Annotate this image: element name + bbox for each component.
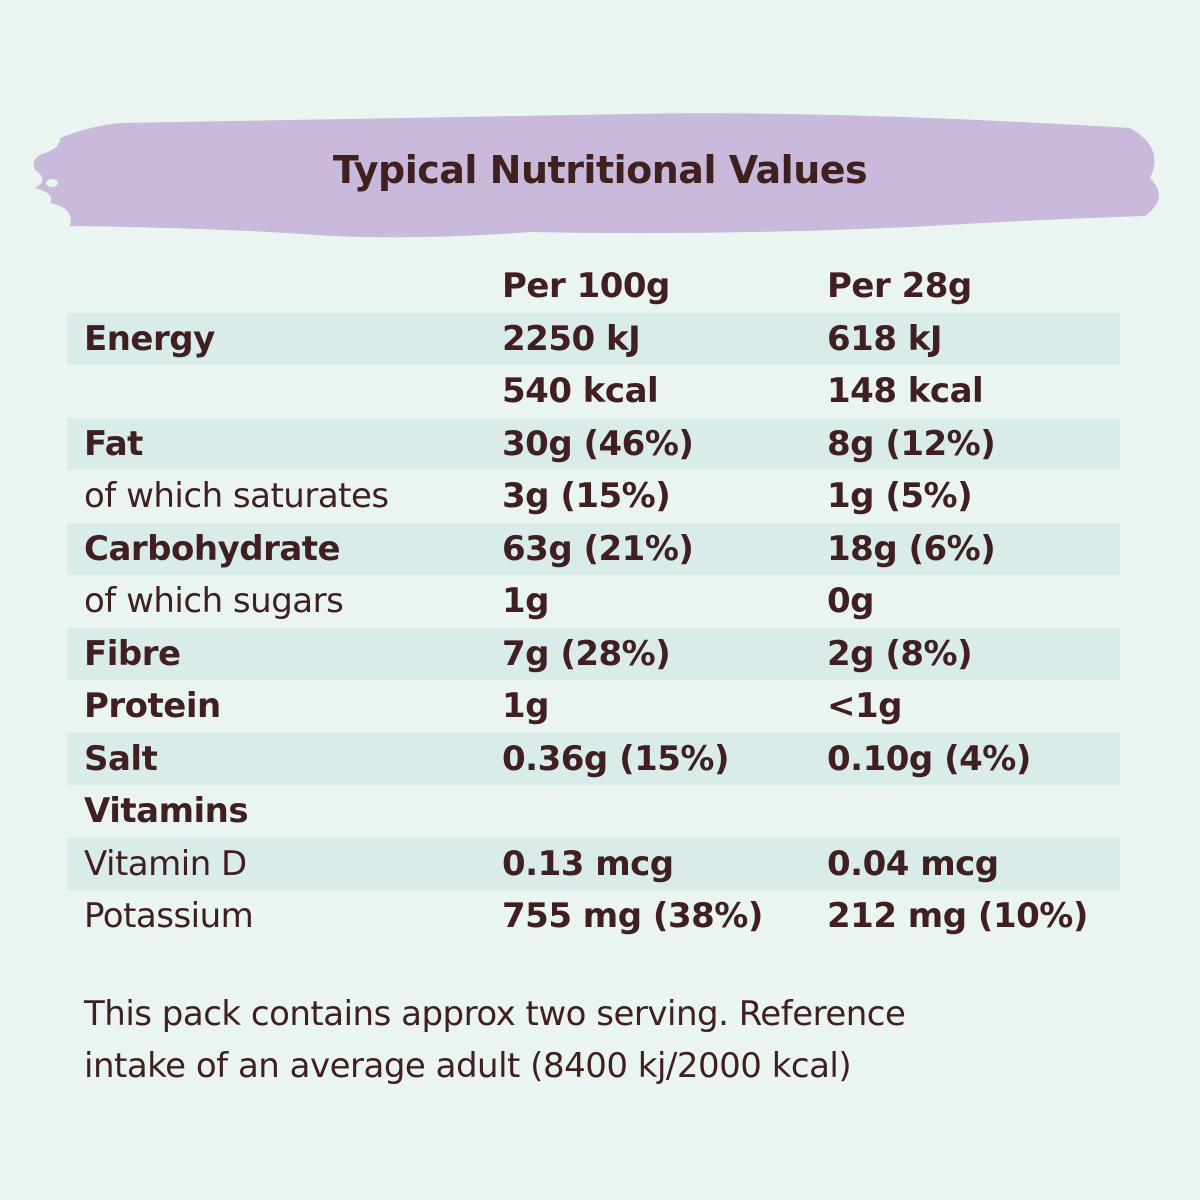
page-title: Typical Nutritional Values [332, 148, 868, 192]
table-row: of which saturates 3g (15%) 1g (5%) [67, 470, 1120, 523]
value-per-100g: 3g (15%) [502, 476, 671, 517]
table-row: Fibre 7g (28%) 2g (8%) [67, 627, 1120, 680]
nutrient-label: of which saturates [84, 476, 389, 517]
table-row: Salt 0.36g (15%) 0.10g (4%) [67, 732, 1120, 785]
table-row: Carbohydrate 63g (21%) 18g (6%) [67, 522, 1120, 575]
footer-line: intake of an average adult (8400 kj/2000… [84, 1046, 852, 1086]
value-per-100g: 1g [502, 581, 550, 622]
table-row: 540 kcal 148 kcal [67, 365, 1120, 418]
nutrient-label: Fat [84, 423, 143, 464]
nutrient-label: Protein [84, 686, 221, 727]
column-header-per-serving: Per 28g [827, 266, 972, 307]
value-per-100g: 755 mg (38%) [502, 896, 763, 937]
nutrient-label: of which sugars [84, 581, 344, 622]
value-per-serving: 1g (5%) [827, 476, 973, 517]
table-row: of which sugars 1g 0g [67, 575, 1120, 628]
table-row: Vitamin D 0.13 mcg 0.04 mcg [67, 837, 1120, 890]
value-per-serving: 148 kcal [827, 371, 984, 412]
value-per-serving: 0.04 mcg [827, 843, 999, 884]
footer-note: This pack contains approx two serving. R… [84, 988, 906, 1092]
value-per-serving: 18g (6%) [827, 528, 996, 569]
value-per-100g: 30g (46%) [502, 423, 694, 464]
table-row: Energy 2250 kJ 618 kJ [67, 312, 1120, 365]
value-per-100g: 7g (28%) [502, 633, 671, 674]
value-per-100g: 63g (21%) [502, 528, 694, 569]
value-per-100g: 0.13 mcg [502, 843, 674, 884]
value-per-serving: 0g [827, 581, 875, 622]
nutrient-label: Vitamins [84, 791, 249, 832]
value-per-serving: 2g (8%) [827, 633, 973, 674]
value-per-serving: 8g (12%) [827, 423, 996, 464]
nutrient-label: Energy [84, 318, 215, 359]
value-per-100g: 0.36g (15%) [502, 738, 730, 779]
table-row: Fat 30g (46%) 8g (12%) [67, 417, 1120, 470]
value-per-100g: 2250 kJ [502, 318, 641, 359]
value-per-100g: 540 kcal [502, 371, 659, 412]
value-per-serving: 212 mg (10%) [827, 896, 1088, 937]
nutrition-table: Per 100g Per 28g Energy 2250 kJ 618 kJ 540 … [67, 260, 1120, 943]
value-per-serving: <1g [827, 686, 902, 727]
nutrient-label: Carbohydrate [84, 528, 341, 569]
table-row: Potassium 755 mg (38%) 212 mg (10%) [67, 890, 1120, 943]
table-row: Protein 1g <1g [67, 680, 1120, 733]
value-per-serving: 618 kJ [827, 318, 943, 359]
nutrient-label: Vitamin D [84, 843, 247, 884]
value-per-serving: 0.10g (4%) [827, 738, 1031, 779]
footer-line: This pack contains approx two serving. R… [84, 994, 906, 1034]
title-banner-brushstroke [33, 113, 1159, 238]
column-header-per-100g: Per 100g [502, 266, 670, 307]
value-per-100g: 1g [502, 686, 550, 727]
nutrient-label: Salt [84, 738, 158, 779]
table-header-row: Per 100g Per 28g [67, 260, 1120, 313]
nutrient-label: Potassium [84, 896, 254, 937]
table-row: Vitamins [67, 785, 1120, 838]
nutrient-label: Fibre [84, 633, 181, 674]
